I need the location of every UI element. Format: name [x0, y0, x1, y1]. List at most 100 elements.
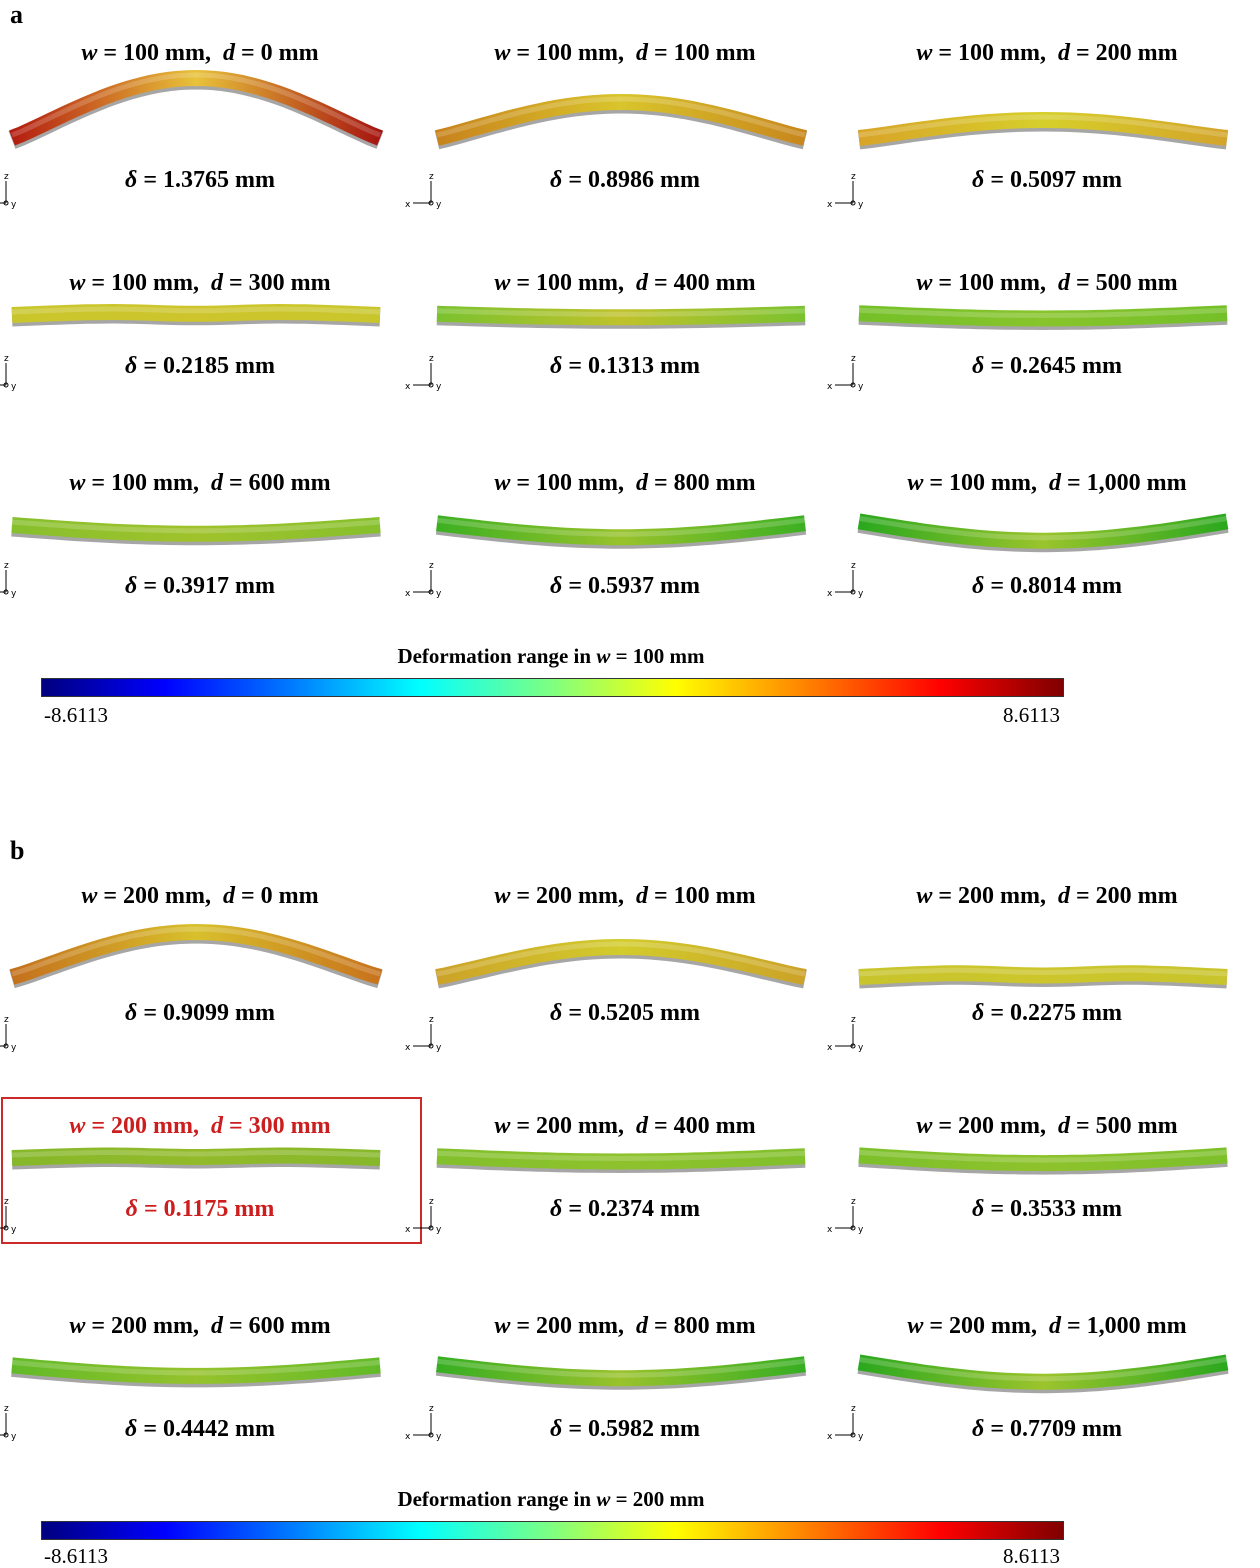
- delta-value: = 0.3533 mm: [990, 1196, 1122, 1222]
- colorbar-a: [41, 678, 1064, 697]
- var-d: d: [1058, 40, 1070, 66]
- w-value: = 100 mm,: [929, 470, 1037, 496]
- var-d: d: [1049, 470, 1061, 496]
- delta-value: = 0.9099 mm: [143, 1000, 275, 1026]
- beam-highlight: [436, 517, 806, 537]
- parameter-label: w = 100 mm, d = 1,000 mm: [847, 468, 1247, 498]
- d-value: = 0 mm: [241, 40, 319, 66]
- panel-label-a: a: [10, 0, 23, 29]
- beam-body: [11, 517, 381, 542]
- d-value: = 800 mm: [654, 470, 756, 496]
- colorbar-title-suffix: = 100 mm: [615, 644, 705, 668]
- deflection-label: δ = 0.2374 mm: [425, 1194, 825, 1224]
- var-delta: δ: [125, 1000, 138, 1026]
- axis-label-y: y: [858, 1043, 864, 1053]
- var-d: d: [1058, 883, 1070, 909]
- axis-label-x: x: [405, 382, 411, 392]
- axis-triad-icon: z x y: [827, 1197, 864, 1235]
- var-w: w: [916, 40, 933, 66]
- axis-label-x: x: [827, 1043, 833, 1053]
- var-w: w: [916, 1113, 933, 1139]
- var-d: d: [1058, 1113, 1070, 1139]
- var-delta: δ: [550, 167, 563, 193]
- beam-deformation: [11, 303, 381, 327]
- axis-label-z: z: [429, 172, 434, 182]
- beam-highlight: [436, 1358, 806, 1378]
- beam-body: [436, 305, 806, 326]
- beam-body: [435, 93, 807, 146]
- delta-value: = 0.2374 mm: [568, 1196, 700, 1222]
- beam-body: [11, 303, 381, 323]
- w-value: = 100 mm,: [516, 470, 624, 496]
- parameter-label: w = 100 mm, d = 400 mm: [425, 268, 825, 298]
- axis-label-y: y: [858, 382, 864, 392]
- colorbar-min-a: -8.6113: [44, 703, 108, 727]
- d-value: = 100 mm: [654, 40, 756, 66]
- d-value: = 1,000 mm: [1067, 470, 1187, 496]
- result-cell: w = 200 mm, d = 800 mm δ = 0.5982 mm z x y: [405, 1311, 825, 1511]
- var-w: w: [907, 1313, 924, 1339]
- var-w: w: [69, 1313, 86, 1339]
- d-value: = 500 mm: [1076, 270, 1178, 296]
- result-cell: w = 200 mm, d = 200 mm δ = 0.2275 mm z x y: [827, 881, 1247, 1081]
- colorbar-title-prefix: Deformation range in: [397, 644, 592, 668]
- deflection-label: δ = 0.9099 mm: [0, 998, 400, 1028]
- beam-deformation: [857, 513, 1229, 553]
- var-d: d: [211, 470, 223, 496]
- deflection-label: δ = 0.4442 mm: [0, 1414, 400, 1444]
- beam-highlight: [11, 306, 381, 315]
- w-value: = 100 mm,: [103, 40, 211, 66]
- var-delta: δ: [972, 167, 985, 193]
- d-value: = 400 mm: [654, 270, 756, 296]
- d-value: = 200 mm: [1076, 40, 1178, 66]
- var-delta: δ: [125, 573, 138, 599]
- parameter-label: w = 100 mm, d = 300 mm: [0, 268, 400, 298]
- axis-label-y: y: [858, 200, 864, 210]
- axis-label-y: y: [858, 589, 864, 599]
- axis-label-z: z: [851, 561, 856, 571]
- d-value: = 1,000 mm: [1067, 1313, 1187, 1339]
- axis-label-y: y: [11, 200, 17, 210]
- deflection-label: δ = 0.1175 mm: [0, 1194, 400, 1224]
- axis-label-y: y: [858, 1225, 864, 1235]
- delta-value: = 0.5205 mm: [568, 1000, 700, 1026]
- axis-triad-icon: zxy: [0, 354, 17, 392]
- var-d: d: [211, 1113, 223, 1139]
- beam-highlight: [11, 1359, 381, 1376]
- beam-highlight: [11, 1150, 381, 1158]
- var-w: w: [494, 1113, 511, 1139]
- var-w: w: [494, 40, 511, 66]
- w-value: = 100 mm,: [516, 40, 624, 66]
- axis-label-x: x: [827, 1225, 833, 1235]
- d-value: = 400 mm: [654, 1113, 756, 1139]
- delta-value: = 0.2275 mm: [990, 1000, 1122, 1026]
- delta-value: = 0.5937 mm: [568, 573, 700, 599]
- deflection-label: δ = 0.7709 mm: [847, 1414, 1247, 1444]
- result-cell: w = 200 mm, d = 500 mm δ = 0.3533 mm z x y: [827, 1111, 1247, 1311]
- beam-deformation: [11, 1147, 381, 1170]
- axis-label-z: z: [851, 172, 856, 182]
- beam-highlight: [858, 307, 1228, 319]
- axis-label-z: z: [851, 1404, 856, 1414]
- axis-label-z: z: [4, 1015, 9, 1025]
- result-cell: w = 200 mm, d = 1,000 mm δ = 0.7709 mm z x y: [827, 1311, 1247, 1511]
- axis-label-z: z: [851, 1197, 856, 1207]
- delta-value: = 0.4442 mm: [143, 1416, 275, 1442]
- beam-deformation: [434, 93, 808, 150]
- beam-deformation: [858, 965, 1228, 989]
- deflection-label: δ = 0.2275 mm: [847, 998, 1247, 1028]
- var-delta: δ: [550, 573, 563, 599]
- colorbar-max-a: 8.6113: [1003, 703, 1060, 727]
- beam-body: [858, 965, 1228, 985]
- beam-deformation: [436, 1148, 806, 1174]
- deflection-label: δ = 0.8986 mm: [425, 165, 825, 195]
- var-d: d: [636, 470, 648, 496]
